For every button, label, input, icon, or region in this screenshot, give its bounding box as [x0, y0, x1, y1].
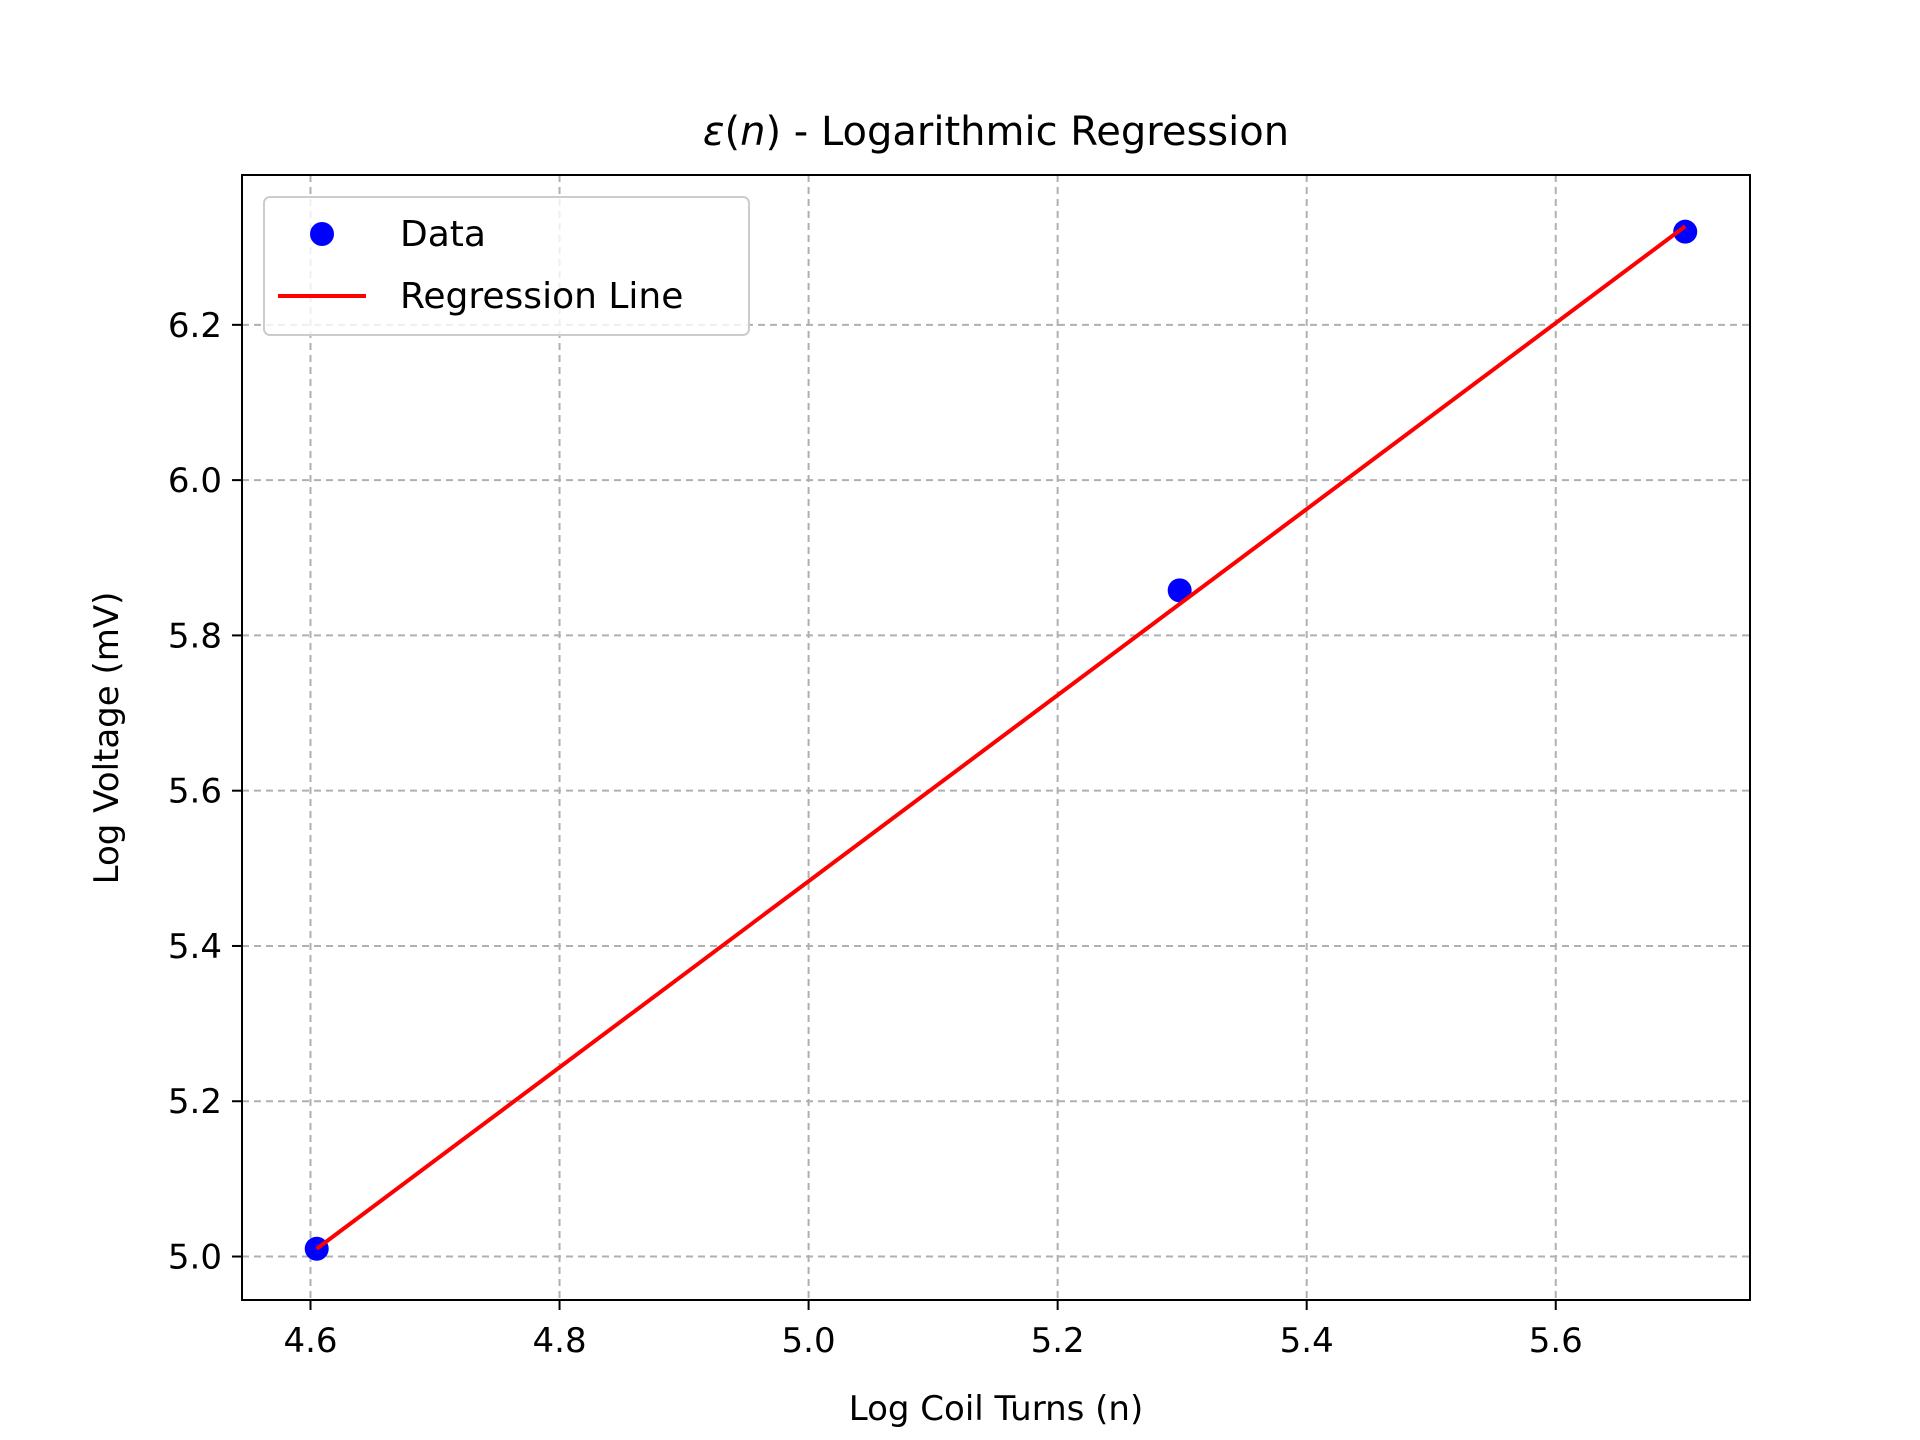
x-tick-label: 5.6: [1529, 1321, 1583, 1361]
x-tick-label: 4.6: [283, 1321, 337, 1361]
y-tick-label: 5.8: [168, 616, 222, 656]
y-tick-label: 5.6: [168, 772, 222, 812]
ticks: 4.6 4.8 5.0 5.2 5.4 5.6 5.0 5.2 5.4 5.6 5.8 6.0 6.2: [168, 306, 1583, 1361]
title-rest: - Logarithmic Regression: [781, 109, 1289, 155]
legend: Data Regression Line: [263, 196, 750, 336]
data-point: [1167, 578, 1192, 603]
x-tick-label: 4.8: [533, 1321, 587, 1361]
legend-data-marker: [310, 222, 334, 246]
x-tick-label: 5.0: [782, 1321, 836, 1361]
chart-title: ε(n) - Logarithmic Regression: [703, 109, 1289, 155]
x-tick-label: 5.2: [1031, 1321, 1085, 1361]
plot-area: [242, 175, 1750, 1300]
y-tick-label: 5.4: [168, 927, 222, 967]
y-tick-label: 6.0: [168, 461, 222, 501]
legend-regression-label: Regression Line: [400, 276, 683, 317]
title-paren-open: (: [725, 109, 741, 155]
y-tick-label: 5.2: [168, 1082, 222, 1122]
legend-box: [263, 196, 750, 336]
series-layer: [304, 219, 1698, 1261]
x-tick-label: 5.4: [1280, 1321, 1334, 1361]
y-axis-label: Log Voltage (mV): [87, 592, 127, 885]
y-tick-label: 5.0: [168, 1238, 222, 1278]
x-axis-label: Log Coil Turns (n): [849, 1389, 1143, 1429]
y-tick-label: 6.2: [168, 306, 222, 346]
title-paren-close: ): [765, 109, 781, 155]
plot-frame: [241, 174, 1751, 1301]
title-symbol: ε: [703, 109, 725, 155]
legend-data-label: Data: [400, 214, 486, 255]
title-variable: n: [740, 109, 765, 155]
data-point: [1673, 219, 1698, 244]
regression-line: [315, 224, 1687, 1251]
grid: [242, 175, 1750, 1300]
